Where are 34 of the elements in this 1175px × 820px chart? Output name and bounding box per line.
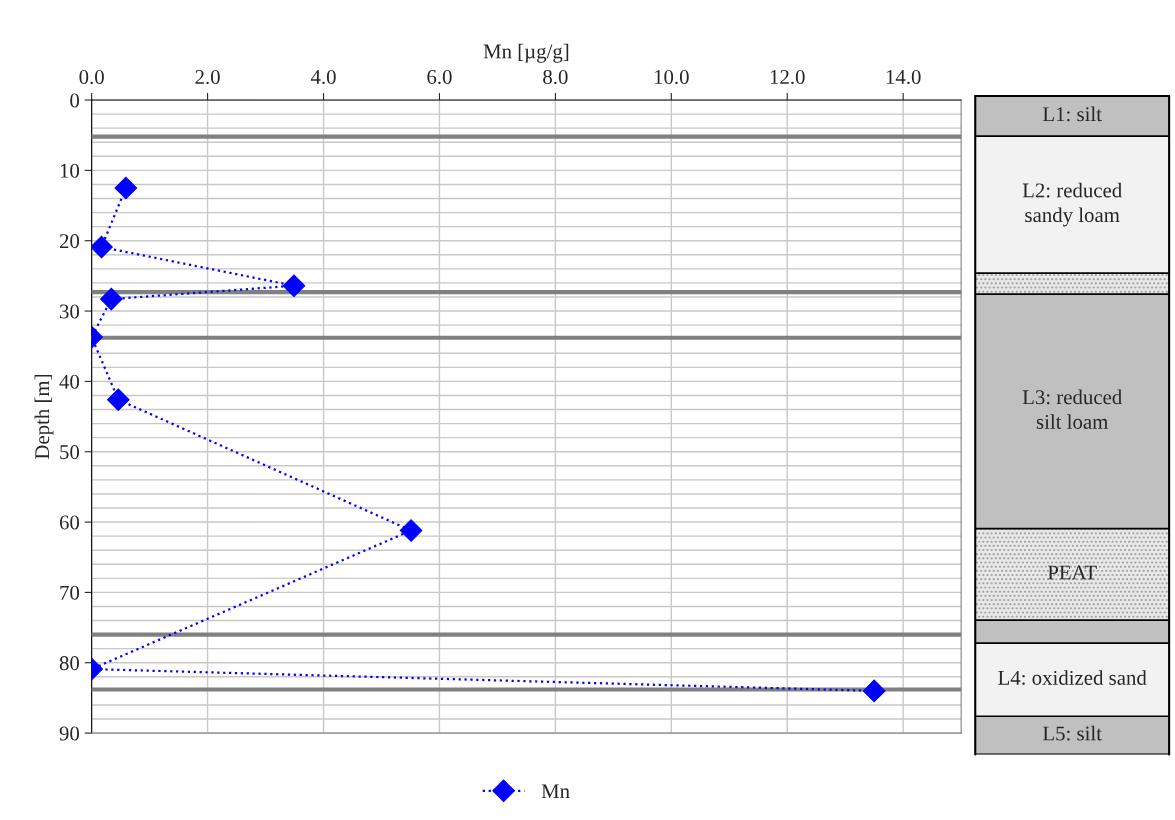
x-tick-label: 8.0 bbox=[543, 69, 568, 85]
point bbox=[862, 679, 886, 703]
x-axis-title: Mn [µg/g] bbox=[483, 43, 569, 63]
y-tick-label: 0 bbox=[70, 93, 80, 108]
y-tick-label: 10 bbox=[60, 163, 80, 178]
text: L3: reduced silt loam bbox=[1022, 389, 1122, 429]
y-tick-label: 40 bbox=[59, 374, 80, 389]
legend-label: Mn bbox=[541, 784, 570, 799]
y-tick-label: 80 bbox=[59, 656, 80, 671]
point bbox=[100, 287, 123, 311]
y-tick-label: 70 bbox=[60, 585, 80, 600]
text: L2: reduced sandy loam bbox=[1022, 182, 1122, 227]
y-tick-label: 60 bbox=[59, 515, 80, 530]
x-tick-label: 0.0 bbox=[79, 69, 104, 85]
x-tick-label: 10.0 bbox=[654, 69, 689, 85]
point bbox=[91, 235, 113, 259]
y-tick-label: 30 bbox=[60, 304, 80, 319]
text: L4: oxidized sand bbox=[998, 670, 1147, 685]
y-tick-label: 20 bbox=[59, 234, 80, 249]
y-axis-title: Depth [m] bbox=[34, 375, 54, 460]
point bbox=[399, 519, 423, 542]
y-tick-label: 50 bbox=[60, 445, 80, 460]
x-tick-label: 2.0 bbox=[195, 69, 220, 85]
x-tick-label: 6.0 bbox=[427, 69, 452, 85]
y-tick-label: 90 bbox=[59, 726, 80, 741]
x-tick-label: 4.0 bbox=[310, 69, 336, 85]
text: L1: silt bbox=[1042, 106, 1102, 122]
x-tick-label: 12.0 bbox=[770, 69, 805, 85]
text: PEAT bbox=[1047, 565, 1097, 580]
point bbox=[106, 388, 130, 411]
point bbox=[114, 176, 138, 200]
point bbox=[282, 274, 306, 298]
x-tick-label: 14.0 bbox=[886, 69, 921, 85]
text: L5: silt bbox=[1042, 725, 1102, 741]
